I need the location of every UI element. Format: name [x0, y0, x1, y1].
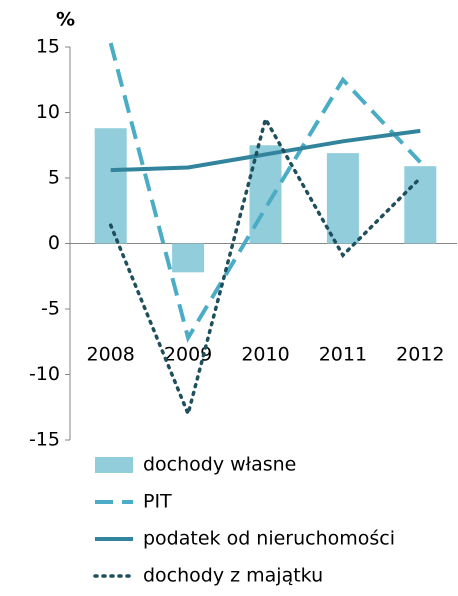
bar	[172, 243, 205, 273]
y-tick-label: -10	[29, 363, 60, 385]
bar	[326, 153, 359, 244]
legend-label: PIT	[143, 491, 172, 513]
y-tick-label: 5	[48, 167, 60, 189]
legend-label: dochody z majątku	[143, 565, 323, 587]
line	[108, 114, 423, 420]
line	[110, 128, 421, 173]
y-tick-label: 10	[36, 101, 60, 123]
y-tick-label: 0	[48, 232, 60, 254]
bar	[404, 166, 437, 244]
legend-label: dochody własne	[143, 454, 296, 476]
y-axis-label: %	[56, 9, 75, 31]
x-tick-label: 2010	[241, 344, 289, 366]
legend-swatch	[95, 457, 133, 473]
x-tick-label: 2008	[87, 344, 135, 366]
legend-label: podatek od nieruchomości	[143, 528, 395, 550]
x-tick-label: 2011	[319, 344, 367, 366]
line	[108, 42, 422, 343]
x-tick-label: 2012	[396, 344, 444, 366]
y-tick-label: 15	[36, 36, 60, 58]
y-tick-label: -15	[29, 429, 60, 451]
x-tick-label: 2009	[164, 344, 212, 366]
y-tick-label: -5	[41, 298, 60, 320]
